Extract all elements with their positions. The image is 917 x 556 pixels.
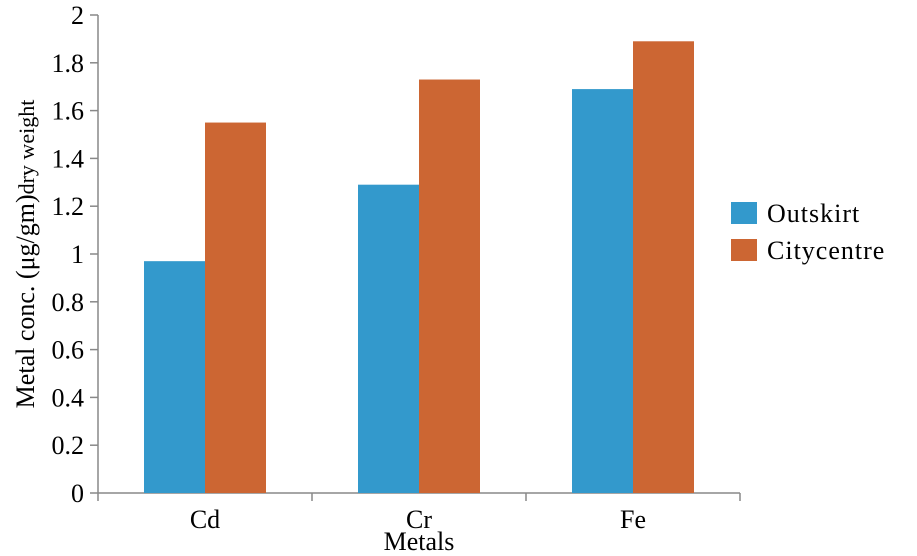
bar-outskirt-fe xyxy=(572,89,633,493)
y-axis-title-main: Metal conc. (μg/gm) xyxy=(11,194,40,408)
y-axis-title: Metal conc. (μg/gm)dry weight xyxy=(11,100,40,409)
y-tick-label: 2 xyxy=(71,1,84,30)
y-axis-title-suffix: dry weight xyxy=(14,100,39,195)
y-tick-label: 1.2 xyxy=(52,192,85,221)
y-tick-label: 0.4 xyxy=(52,383,85,412)
legend-swatch-citycentre xyxy=(731,239,757,261)
x-axis-title: Metals xyxy=(384,527,455,556)
y-tick-label: 0.2 xyxy=(52,431,85,460)
bars xyxy=(144,41,694,494)
bar-citycentre-cd xyxy=(205,122,266,494)
bar-citycentre-cr xyxy=(419,79,480,493)
x-axis-tick-labels: Cd Cr Fe xyxy=(190,505,646,534)
y-tick-label: 0.8 xyxy=(52,288,85,317)
y-axis-ticks: 0 0.2 0.4 0.6 0.8 1 1.2 1.4 1.6 1.8 2 xyxy=(52,1,98,508)
y-tick-label: 0.6 xyxy=(52,336,85,365)
y-tick-label: 1.8 xyxy=(52,49,85,78)
y-tick-label: 1.4 xyxy=(52,144,85,173)
legend-swatch-outskirt xyxy=(731,202,757,224)
bar-citycentre-fe xyxy=(633,41,694,493)
x-tick-label: Cd xyxy=(190,505,220,534)
legend: Outskirt Citycentre xyxy=(731,199,885,265)
legend-label-citycentre: Citycentre xyxy=(767,236,885,265)
x-axis-ticks xyxy=(97,493,741,501)
y-tick-label: 1 xyxy=(71,240,84,269)
x-tick-label: Fe xyxy=(620,505,646,534)
bar-outskirt-cd xyxy=(144,261,205,493)
bar-outskirt-cr xyxy=(358,184,419,493)
y-tick-label: 1.6 xyxy=(52,97,85,126)
y-tick-label: 0 xyxy=(71,479,84,508)
x-tick-label: Cr xyxy=(406,505,432,534)
legend-label-outskirt: Outskirt xyxy=(767,199,860,228)
